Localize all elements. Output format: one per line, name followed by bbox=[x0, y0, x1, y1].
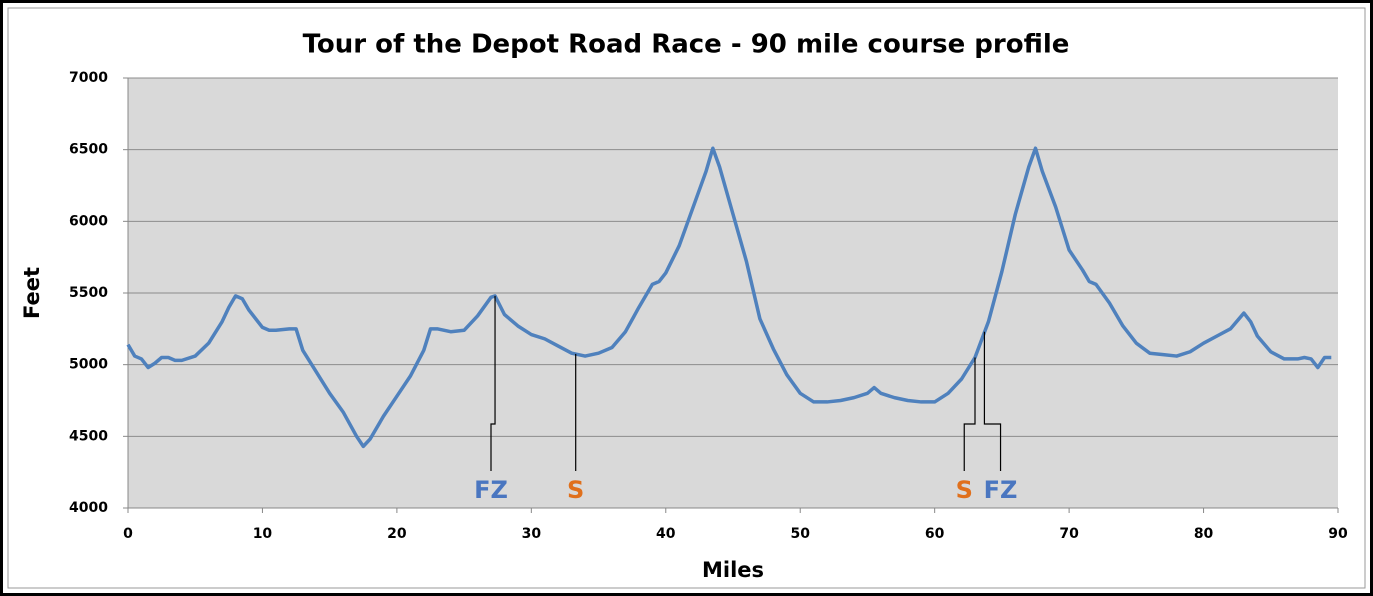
annotation-label: FZ bbox=[984, 476, 1018, 504]
x-tick-label: 40 bbox=[656, 526, 676, 542]
y-tick-label: 5500 bbox=[69, 285, 108, 301]
annotation-leader bbox=[983, 331, 1002, 471]
x-tick-label: 0 bbox=[123, 526, 133, 542]
y-tick-label: 6500 bbox=[69, 142, 108, 158]
annotation-label: S bbox=[567, 476, 584, 504]
annotation-label: FZ bbox=[474, 476, 508, 504]
chart-title: Tour of the Depot Road Race - 90 mile co… bbox=[303, 30, 1070, 60]
x-tick-label: 60 bbox=[925, 526, 945, 542]
y-tick-label: 5000 bbox=[69, 357, 108, 373]
annotation-leader bbox=[963, 357, 976, 471]
chart-area bbox=[7, 7, 1366, 589]
annotation-leader bbox=[490, 295, 496, 471]
x-tick-label: 80 bbox=[1194, 526, 1214, 542]
y-tick-label: 7000 bbox=[69, 70, 108, 86]
y-tick-label: 4000 bbox=[69, 500, 108, 516]
x-tick-label: 20 bbox=[387, 526, 407, 542]
x-tick-label: 10 bbox=[253, 526, 273, 542]
annotation-label: S bbox=[956, 476, 973, 504]
y-tick-label: 6000 bbox=[69, 213, 108, 229]
x-tick-label: 30 bbox=[522, 526, 542, 542]
x-tick-label: 50 bbox=[790, 526, 810, 542]
x-tick-label: 90 bbox=[1328, 526, 1348, 542]
line bbox=[126, 146, 1332, 449]
x-axis-label: Miles bbox=[702, 558, 764, 582]
y-axis-label: Feet bbox=[20, 267, 44, 319]
y-tick-label: 4500 bbox=[69, 428, 108, 444]
x-tick-label: 70 bbox=[1059, 526, 1079, 542]
